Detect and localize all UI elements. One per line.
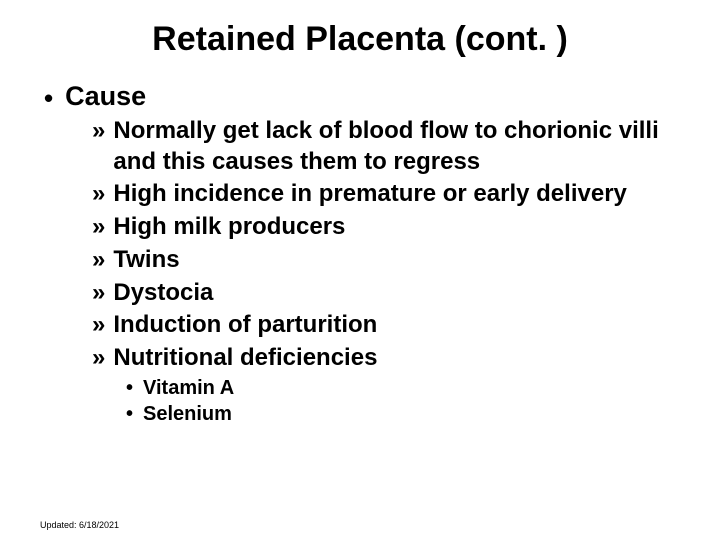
slide: Retained Placenta (cont. ) • Cause » Nor…: [0, 0, 720, 540]
level2-item: » Induction of parturition: [92, 310, 670, 341]
level3-item: • Vitamin A: [126, 376, 680, 400]
chevron-icon: »: [92, 278, 105, 308]
level3-text: Vitamin A: [143, 376, 234, 400]
level2-text: Dystocia: [113, 278, 213, 309]
level2-text: Twins: [113, 245, 179, 276]
level2-text: Induction of parturition: [113, 310, 377, 341]
chevron-icon: »: [92, 179, 105, 209]
level2-item: » Normally get lack of blood flow to cho…: [92, 116, 670, 177]
level2-item: » Twins: [92, 245, 670, 276]
level3-text: Selenium: [143, 402, 232, 426]
level2-text: High incidence in premature or early del…: [113, 179, 627, 210]
chevron-icon: »: [92, 212, 105, 242]
chevron-icon: »: [92, 245, 105, 275]
chevron-icon: »: [92, 310, 105, 340]
level2-text: High milk producers: [113, 212, 345, 243]
bullet-dot-icon: •: [44, 85, 53, 111]
bullet-dot-icon: •: [126, 402, 133, 426]
level2-text: Nutritional deficiencies: [113, 343, 377, 374]
slide-title: Retained Placenta (cont. ): [40, 20, 680, 59]
level2-item: » Nutritional deficiencies: [92, 343, 670, 374]
level2-item: » Dystocia: [92, 278, 670, 309]
level2-text: Normally get lack of blood flow to chori…: [113, 116, 670, 177]
footer-date: Updated: 6/18/2021: [40, 520, 119, 530]
chevron-icon: »: [92, 116, 105, 146]
chevron-icon: »: [92, 343, 105, 373]
level3-list: • Vitamin A • Selenium: [40, 376, 680, 426]
level1-item: • Cause: [40, 81, 680, 112]
level3-item: • Selenium: [126, 402, 680, 426]
level2-list: » Normally get lack of blood flow to cho…: [40, 116, 680, 374]
level2-item: » High milk producers: [92, 212, 670, 243]
level2-item: » High incidence in premature or early d…: [92, 179, 670, 210]
level1-text: Cause: [65, 81, 146, 112]
bullet-dot-icon: •: [126, 376, 133, 400]
